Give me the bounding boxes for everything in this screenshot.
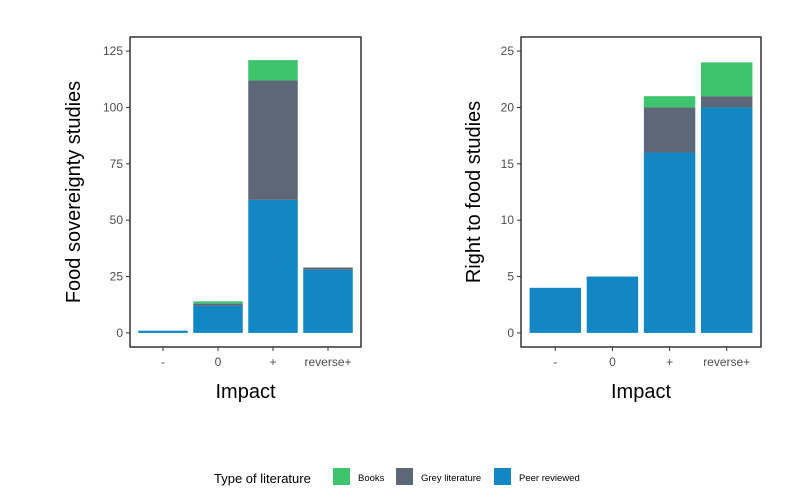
- bar-grey-literature-reverseplus: [701, 96, 753, 108]
- legend-key-grey-literature: [396, 468, 413, 485]
- bar-books-plus: [643, 96, 696, 108]
- bar-grey-literature-plus: [248, 80, 298, 200]
- y-tick-label: 125: [103, 44, 123, 58]
- y-tick-label: 0: [116, 326, 123, 340]
- x-tick-label: reverse+: [304, 355, 351, 369]
- y-tick-label: 100: [103, 100, 123, 114]
- y-tick-label: 0: [507, 326, 514, 340]
- x-tick-label: +: [666, 355, 673, 369]
- x-tick-label: 0: [215, 355, 222, 369]
- y-tick-label: 25: [110, 270, 124, 284]
- bar-peer-reviewed-minus: [529, 287, 581, 333]
- x-tick-label: -: [161, 355, 165, 369]
- x-tick-label: reverse+: [703, 355, 750, 369]
- legend-key-books: [333, 468, 350, 485]
- bar-peer-reviewed-plus: [643, 152, 696, 333]
- y-tick-label: 75: [110, 157, 124, 171]
- x-tick-label: -: [553, 355, 557, 369]
- panel-border: [129, 36, 362, 348]
- legend-title: Type of literature: [214, 471, 311, 486]
- legend-label-grey-literature: Grey literature: [421, 473, 481, 484]
- bar-grey-literature-reverseplus: [303, 267, 353, 270]
- legend: Type of literature Books Grey literature Pe…: [214, 468, 580, 486]
- bar-books-reverseplus: [701, 62, 753, 97]
- bar-grey-literature-0: [193, 303, 243, 306]
- y-axis-title: Right to food studies: [463, 101, 485, 283]
- y-tick-label: 50: [110, 213, 124, 227]
- bar-peer-reviewed-0: [193, 305, 243, 333]
- bar-peer-reviewed-minus: [138, 330, 188, 333]
- y-tick-label: 10: [501, 213, 515, 227]
- y-tick-label: 20: [501, 100, 515, 114]
- x-axis-title: Impact: [611, 381, 671, 403]
- y-tick-label: 15: [501, 157, 515, 171]
- x-tick-label: +: [269, 355, 276, 369]
- bar-peer-reviewed-0: [586, 276, 639, 333]
- bar-peer-reviewed-plus: [248, 199, 298, 333]
- y-tick-label: 5: [507, 270, 514, 284]
- bar-peer-reviewed-reverseplus: [303, 269, 353, 333]
- legend-key-peer-reviewed: [494, 468, 511, 485]
- bar-grey-literature-plus: [643, 107, 696, 153]
- y-tick-label: 25: [501, 44, 515, 58]
- panel-border: [520, 36, 762, 348]
- x-axis-title: Impact: [215, 381, 275, 403]
- legend-label-books: Books: [358, 473, 385, 484]
- legend-label-peer-reviewed: Peer reviewed: [519, 473, 580, 484]
- bar-books-plus: [248, 60, 298, 81]
- food-sovereignty-chart: 0 25 50 75 100 125 - 0 + reverse+ Impact Food sover…: [63, 36, 362, 403]
- x-tick-label: 0: [609, 355, 616, 369]
- y-axis-title: Food sovereignty studies: [63, 81, 85, 303]
- right-to-food-chart: 0 5 10 15 20 25 - 0 + reverse+ Impact Right to food…: [463, 36, 762, 403]
- bar-peer-reviewed-reverseplus: [701, 107, 753, 333]
- bar-books-0: [193, 301, 243, 304]
